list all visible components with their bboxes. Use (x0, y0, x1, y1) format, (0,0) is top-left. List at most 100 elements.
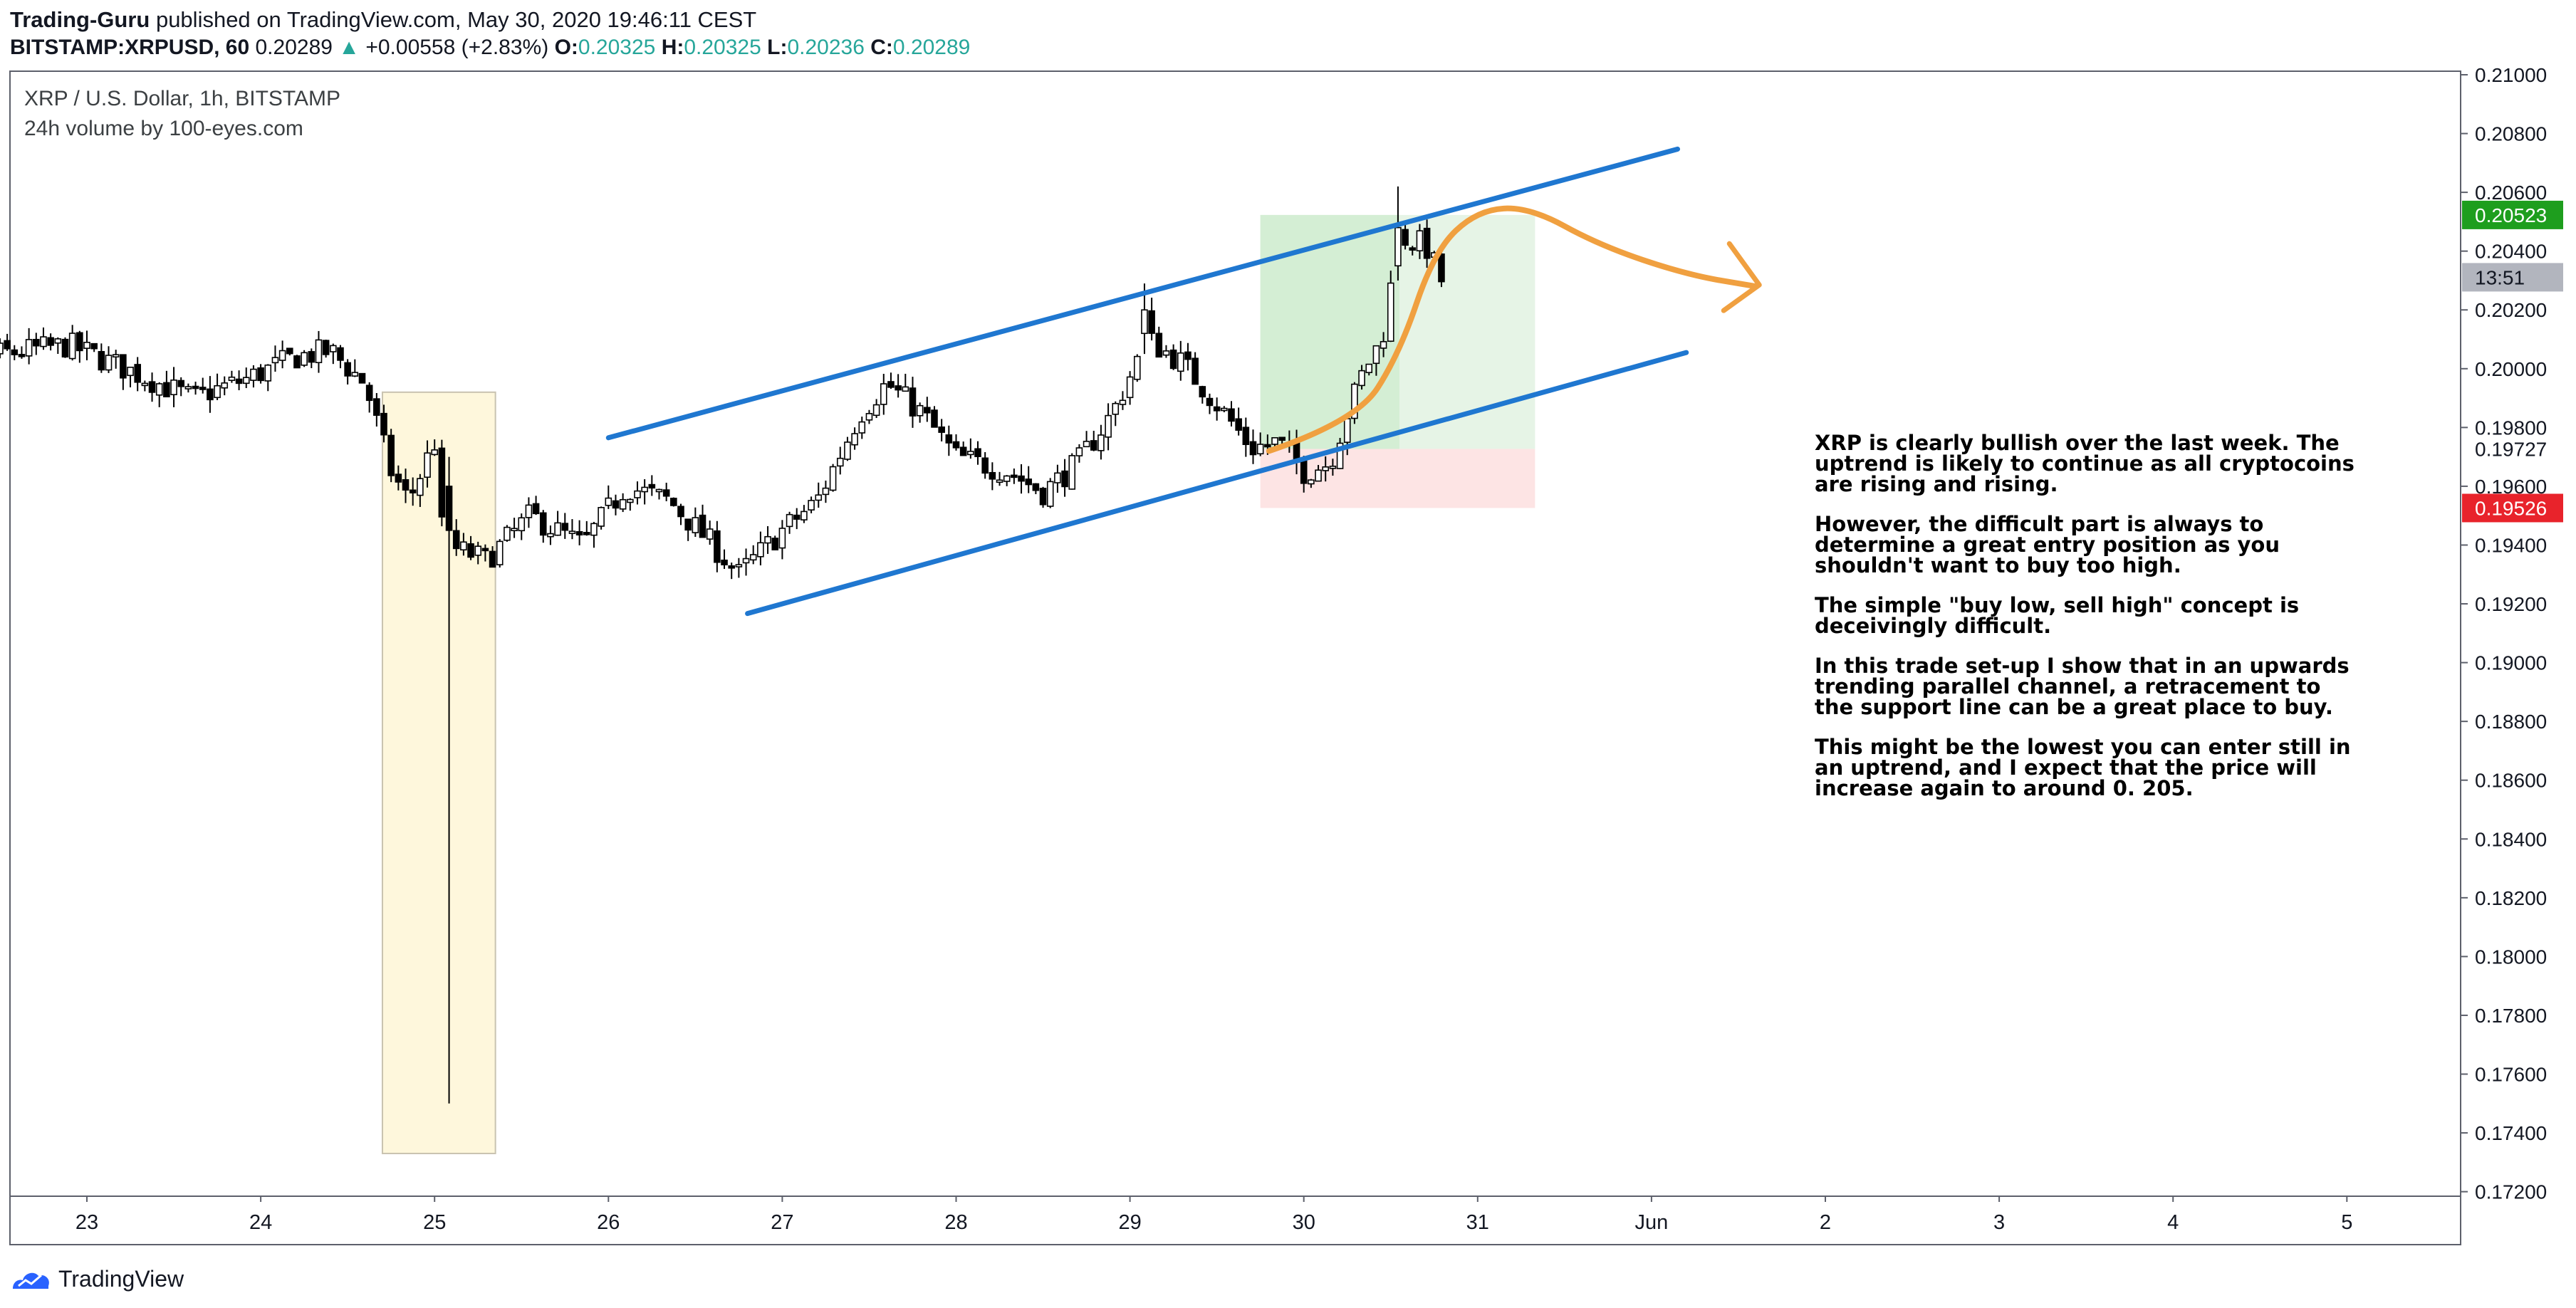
candle-body (822, 487, 830, 496)
candle-body (1075, 447, 1083, 456)
candle-body (1300, 460, 1308, 484)
note-paragraph: XRP is clearly bullish over the last wee… (1815, 431, 2355, 496)
candle-body (902, 386, 909, 392)
candle-body (134, 364, 141, 383)
tradingview-logo-icon[interactable] (10, 1265, 53, 1293)
forecast-curve (1266, 205, 1759, 454)
candle-body (1394, 226, 1402, 267)
candle-body (358, 372, 366, 384)
candle-body (684, 518, 692, 531)
candle-body (952, 441, 960, 449)
price-tick-label: 0.20200 (2475, 299, 2547, 321)
candle-body (598, 507, 605, 527)
time-tick-label: 28 (944, 1211, 967, 1234)
time-tick-label: 4 (2167, 1211, 2179, 1234)
candle-body (11, 349, 19, 355)
candle-body (351, 372, 359, 377)
candle-body (1358, 370, 1365, 387)
candle-body (880, 383, 887, 405)
candle-body (365, 384, 373, 402)
channel-lower-line (745, 350, 1689, 617)
candle-body (728, 565, 736, 569)
candle-body (83, 342, 90, 349)
close-value: 0.20289 (892, 36, 971, 59)
channel-upper-line (605, 146, 1681, 441)
candle-body (612, 500, 620, 509)
time-tick-label: 24 (249, 1211, 272, 1234)
candle-body (33, 338, 40, 347)
price-tag (2462, 263, 2563, 292)
author-name[interactable]: Trading-Guru (10, 7, 150, 32)
candle-body (25, 339, 33, 357)
candle-body (1141, 309, 1148, 335)
candle-body (1162, 350, 1170, 356)
price-tick-label: 0.18600 (2475, 770, 2547, 792)
candle-body (1119, 399, 1127, 405)
candle-body (481, 548, 489, 552)
candle-body (641, 486, 648, 493)
candle-body (1336, 442, 1344, 469)
last-price: 0.20289 (255, 36, 333, 59)
candle-body (286, 347, 293, 355)
candle-body (605, 497, 612, 506)
candle-body (786, 513, 793, 528)
candle-body (808, 500, 815, 511)
candle-body (1039, 488, 1047, 506)
candle-body (1343, 418, 1351, 443)
candle-body (214, 384, 221, 399)
candle-body (112, 354, 120, 358)
candle-body (627, 498, 634, 503)
candle-body (127, 367, 134, 377)
time-tick-label: 3 (1993, 1211, 2005, 1234)
candle-body (764, 535, 771, 544)
candle-body (699, 514, 706, 538)
candle-body (1256, 444, 1264, 455)
candle-body (474, 545, 482, 556)
candle-body (974, 448, 981, 457)
high-label: H: (661, 36, 684, 59)
candle-body (257, 367, 264, 382)
candle-body (938, 426, 945, 433)
close-label: C: (870, 36, 893, 59)
candle-body (583, 532, 590, 535)
change-arrow-icon: ▲ (338, 36, 360, 59)
note-paragraph: However, the difficult part is always to… (1815, 512, 2280, 577)
candle-body (1083, 441, 1090, 448)
candle-body (0, 342, 4, 355)
candle-body (1206, 397, 1214, 407)
note-paragraph: In this trade set-up I show that in an u… (1815, 654, 2350, 719)
price-tag-label: 0.20523 (2475, 204, 2547, 226)
candle-body (887, 381, 895, 388)
price-tick-label: 0.19400 (2475, 534, 2547, 556)
price-tick-label: 0.18400 (2475, 828, 2547, 850)
candle-body (424, 452, 431, 478)
indicator-label[interactable]: 24h volume by 100-eyes.com (24, 117, 303, 140)
time-tick-label: Jun (1635, 1211, 1669, 1234)
candle-body (1372, 345, 1380, 365)
candle-body (561, 523, 569, 531)
candle-body (677, 506, 684, 518)
brand-name[interactable]: TradingView (58, 1265, 184, 1292)
position-target-filled (1260, 214, 1399, 449)
footer: TradingView (10, 1262, 184, 1296)
candle-body (337, 347, 344, 361)
candle-body (865, 413, 873, 421)
price-tag-label: 13:51 (2475, 266, 2525, 288)
candle-body (40, 336, 47, 347)
symbol-label: BITSTAMP:XRPUSD, 60 (10, 36, 250, 59)
candle-body (402, 479, 410, 491)
candle-body (330, 345, 337, 352)
candle-body (68, 333, 76, 360)
candle-body (568, 530, 576, 534)
candle-body (1068, 455, 1076, 490)
candle-body (1018, 475, 1025, 482)
candle-body (989, 471, 996, 480)
candle-body (278, 350, 286, 361)
candle-body (1278, 436, 1286, 441)
legend-title[interactable]: XRP / U.S. Dollar, 1h, BITSTAMP (24, 87, 341, 110)
candle-body (619, 498, 627, 510)
forecast-arrowhead (1721, 241, 1762, 313)
candle-body (1054, 472, 1061, 483)
time-tick-label: 23 (75, 1211, 98, 1234)
